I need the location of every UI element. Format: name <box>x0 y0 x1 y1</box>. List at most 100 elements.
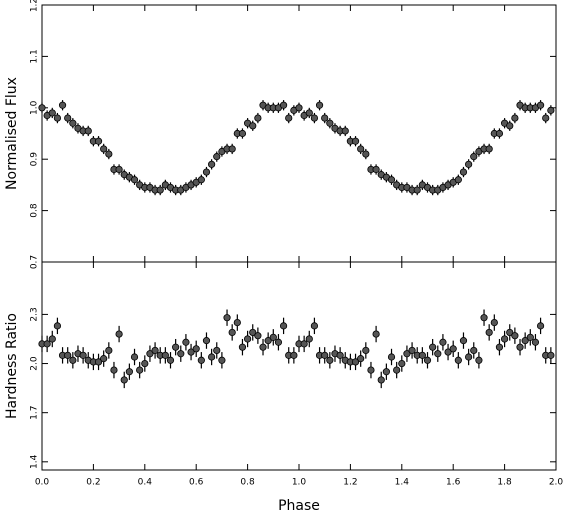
data-point <box>305 109 313 117</box>
data-point <box>238 129 247 138</box>
data-point <box>367 366 375 374</box>
y-tick-label: 1.4 <box>30 454 40 469</box>
data-point <box>521 337 529 345</box>
data-point <box>465 160 473 168</box>
y-tick-label: 2.3 <box>30 307 40 321</box>
data-point <box>130 176 139 184</box>
data-point <box>64 351 72 359</box>
data-point <box>182 338 190 346</box>
data-point <box>351 137 360 145</box>
data-point <box>105 346 113 355</box>
data-point <box>413 186 421 194</box>
y-tick-label: 1.1 <box>30 49 40 63</box>
x-tick-label: 0.0 <box>35 478 50 488</box>
x-tick-label: 0.6 <box>189 478 204 488</box>
y-axis-label: Hardness Ratio <box>4 313 20 419</box>
data-point <box>310 114 319 122</box>
data-point <box>274 338 283 346</box>
y-tick-label: 0.9 <box>30 152 40 167</box>
x-tick-label: 1.6 <box>446 478 461 488</box>
x-tick-label: 1.8 <box>497 478 512 488</box>
data-point <box>480 314 488 322</box>
data-point <box>69 356 77 364</box>
data-point <box>43 340 51 348</box>
data-point <box>511 114 519 122</box>
data-point <box>94 358 103 366</box>
data-point <box>429 343 437 351</box>
data-point <box>218 356 226 364</box>
data-point <box>290 351 298 359</box>
data-point <box>48 335 56 343</box>
data-point <box>100 355 108 363</box>
data-point <box>197 356 205 364</box>
data-point <box>516 343 524 351</box>
data-point <box>69 119 77 127</box>
data-point <box>166 356 175 364</box>
data-point <box>79 351 87 359</box>
data-point <box>254 332 262 340</box>
data-point <box>526 333 534 341</box>
data-point <box>321 351 329 359</box>
y-tick-label: 0.8 <box>30 203 40 218</box>
data-point <box>151 346 159 355</box>
data-point <box>100 145 108 153</box>
data-point <box>202 337 211 345</box>
data-point <box>470 346 478 355</box>
data-point <box>58 101 67 109</box>
data-point <box>197 176 205 184</box>
data-point <box>244 335 252 343</box>
data-point <box>506 122 514 130</box>
data-point <box>536 322 545 330</box>
data-point <box>326 356 334 364</box>
data-point <box>53 114 62 122</box>
data-point <box>264 337 272 345</box>
data-point <box>285 114 293 122</box>
data-point <box>279 322 288 330</box>
data-point <box>187 348 195 356</box>
data-point <box>336 351 344 359</box>
data-point <box>228 145 236 153</box>
data-point <box>120 376 128 384</box>
data-point <box>377 376 385 384</box>
data-point <box>48 109 56 117</box>
data-point <box>434 350 442 358</box>
y-axis-label: Normalised Flux <box>4 77 20 190</box>
data-point <box>351 358 360 366</box>
data-point <box>254 114 262 122</box>
x-tick-label: 2.0 <box>549 478 564 488</box>
data-point <box>372 165 380 174</box>
data-point <box>115 330 123 338</box>
data-point <box>238 343 247 351</box>
data-point <box>249 328 257 337</box>
data-point <box>475 356 483 364</box>
data-point <box>146 350 154 358</box>
y-tick-label: 2.0 <box>30 356 40 371</box>
data-point <box>459 337 468 345</box>
data-point <box>115 165 123 174</box>
data-point <box>506 328 514 337</box>
data-point <box>249 122 257 130</box>
data-point <box>310 322 319 330</box>
data-point <box>500 335 509 343</box>
data-point <box>362 346 370 355</box>
data-point <box>444 348 452 356</box>
data-point <box>341 127 349 135</box>
data-point <box>192 345 200 353</box>
data-point <box>64 114 72 122</box>
x-tick-label: 1.0 <box>292 478 307 488</box>
data-point <box>269 333 277 341</box>
data-point <box>372 330 380 338</box>
x-tick-label: 1.4 <box>395 478 410 488</box>
data-point <box>408 346 416 355</box>
data-point <box>357 355 365 363</box>
data-point <box>259 343 267 351</box>
data-point <box>485 328 493 337</box>
data-point <box>295 104 303 112</box>
data-point <box>172 343 180 351</box>
data-point <box>542 114 550 122</box>
data-point <box>387 176 396 184</box>
data-point <box>208 353 216 361</box>
data-point <box>105 150 113 158</box>
x-axis-label: Phase <box>278 498 320 513</box>
data-point <box>213 153 221 161</box>
